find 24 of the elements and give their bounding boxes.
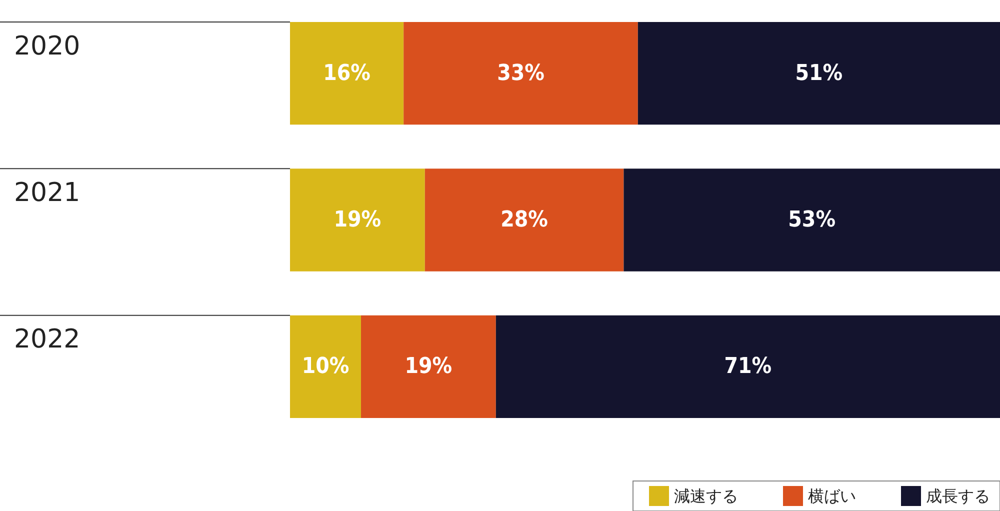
legend-label: 成長する — [926, 486, 990, 506]
bar — [638, 22, 1000, 125]
bar — [404, 22, 638, 125]
y-tick-label: 2022 — [14, 324, 80, 355]
legend-label: 横ばい — [808, 486, 856, 506]
bar — [290, 315, 361, 418]
data-label: 33% — [497, 60, 545, 86]
data-label: 16% — [323, 60, 371, 86]
bar — [496, 315, 1000, 418]
bar — [290, 168, 425, 272]
bar — [361, 315, 496, 418]
bar — [424, 168, 624, 272]
data-label: 51% — [795, 60, 843, 86]
y-tick-label: 2021 — [14, 178, 80, 208]
bar — [624, 168, 1000, 272]
bar — [290, 22, 404, 125]
data-label: 53% — [788, 208, 836, 232]
data-label: 19% — [404, 354, 452, 380]
data-label: 10% — [302, 354, 350, 380]
data-label: 28% — [500, 208, 548, 232]
legend-label: 減速する — [674, 486, 738, 506]
data-label: 19% — [334, 208, 382, 232]
y-tick-label: 2020 — [14, 31, 80, 62]
data-label: 71% — [724, 354, 772, 380]
